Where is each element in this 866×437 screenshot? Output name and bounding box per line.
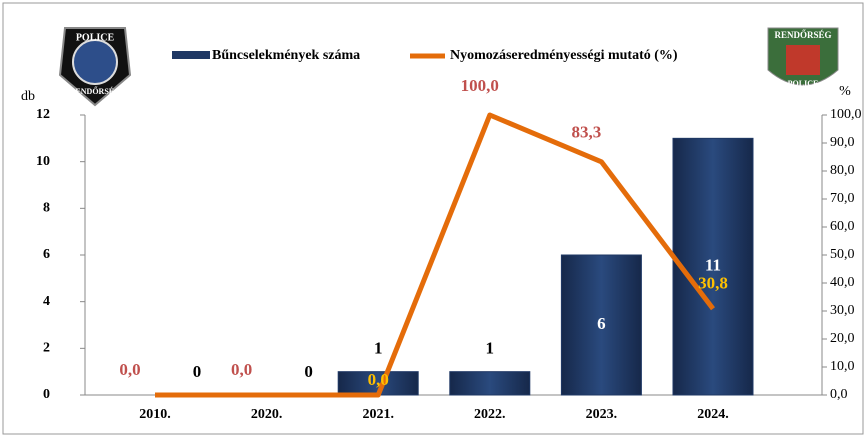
y-tick-label: 12 (36, 107, 50, 122)
bar (672, 137, 754, 396)
bar-value-label: 1 (486, 339, 495, 358)
y-tick-label: 8 (43, 201, 50, 216)
y2-axis-label: % (839, 84, 851, 99)
y2-tick-label: 90,0 (830, 135, 855, 150)
x-tick-label: 2020. (251, 407, 283, 422)
legend-swatch (172, 51, 210, 59)
line-value-label: 0,0 (119, 360, 140, 379)
x-tick-label: 2021. (362, 407, 394, 422)
y2-tick-label: 30,0 (830, 303, 855, 318)
y-tick-label: 0 (43, 387, 50, 402)
legend-label: Bűncselekmények száma (212, 48, 360, 63)
x-tick-label: 2024. (697, 407, 729, 422)
y2-tick-label: 70,0 (830, 191, 855, 206)
x-tick-label: 2022. (474, 407, 506, 422)
y2-tick-label: 100,0 (830, 107, 862, 122)
bar-value-label: 0 (193, 362, 202, 381)
y2-tick-label: 40,0 (830, 275, 855, 290)
logo-text: RENDŐRSÉG (70, 86, 121, 96)
y2-tick-label: 60,0 (830, 219, 855, 234)
bar-value-label: 11 (705, 256, 721, 275)
y2-tick-label: 80,0 (830, 163, 855, 178)
bar-value-label: 6 (597, 314, 606, 333)
bar (560, 254, 642, 396)
logo-left: POLICE RENDŐRSÉG (58, 27, 132, 107)
x-tick-label: 2023. (586, 407, 618, 422)
y2-tick-label: 0,0 (830, 387, 848, 402)
bar-value-label: 0 (304, 362, 313, 381)
y2-tick-label: 50,0 (830, 247, 855, 262)
bar (449, 371, 531, 396)
y2-tick-label: 10,0 (830, 359, 855, 374)
line-value-label: 83,3 (572, 123, 602, 142)
y2-tick-label: 20,0 (830, 331, 855, 346)
y-tick-label: 2 (43, 341, 50, 356)
line (155, 112, 715, 398)
logo-text: POLICE (788, 79, 819, 88)
legend-label: Nyomozáseredményességi mutató (%) (450, 48, 678, 63)
line-value-label: 0,0 (231, 360, 252, 379)
y-tick-label: 4 (43, 294, 50, 309)
logo-right: RENDŐRSÉG POLICE (767, 27, 839, 88)
logo-text: RENDŐRSÉG (774, 30, 831, 40)
line-value-label: 30,8 (698, 274, 728, 293)
line-value-label: 0,0 (368, 370, 389, 389)
bar-value-label: 1 (374, 339, 383, 358)
line-value-label: 100,0 (461, 76, 499, 95)
logo-text: POLICE (76, 32, 115, 43)
y-axis-label: db (21, 89, 35, 104)
y-tick-label: 10 (36, 154, 50, 169)
y-tick-label: 6 (43, 247, 50, 262)
x-tick-label: 2010. (139, 407, 171, 422)
